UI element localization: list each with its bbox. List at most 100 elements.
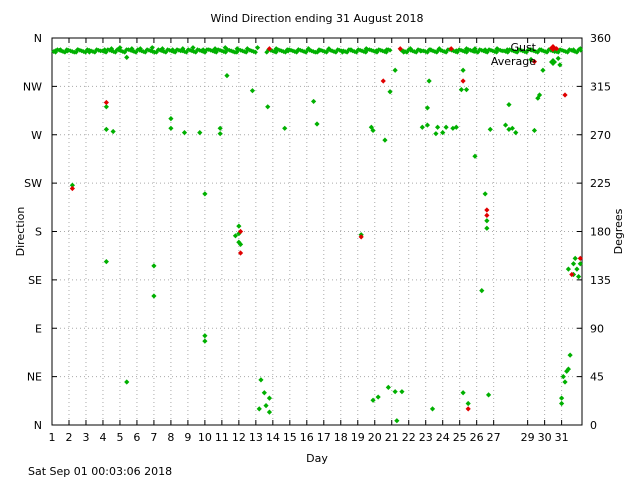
average-point bbox=[142, 49, 148, 55]
y-tick-label-left: N bbox=[34, 419, 42, 432]
gust-point bbox=[465, 406, 471, 412]
gust-point bbox=[237, 228, 244, 235]
average-point bbox=[155, 47, 161, 53]
average-point bbox=[190, 45, 196, 51]
average-point bbox=[463, 87, 470, 93]
average-point bbox=[424, 122, 431, 128]
average-point bbox=[81, 49, 86, 54]
x-tick-label: 21 bbox=[385, 431, 399, 444]
x-tick-label: 2 bbox=[65, 431, 72, 444]
average-point bbox=[469, 48, 475, 54]
average-point bbox=[531, 127, 538, 134]
average-point bbox=[559, 400, 565, 407]
average-point bbox=[176, 47, 182, 53]
average-point bbox=[484, 218, 490, 224]
average-point bbox=[213, 49, 219, 55]
average-point bbox=[139, 48, 144, 54]
x-tick-label: 30 bbox=[538, 431, 552, 444]
average-point bbox=[426, 78, 432, 84]
average-point bbox=[387, 89, 393, 95]
gust-point bbox=[484, 212, 490, 218]
x-tick-label: 11 bbox=[215, 431, 229, 444]
average-point bbox=[202, 338, 208, 344]
y-tick-label-left: E bbox=[35, 322, 42, 335]
average-point bbox=[110, 128, 116, 135]
average-point bbox=[453, 124, 459, 130]
average-point bbox=[424, 105, 431, 111]
x-tick-label: 9 bbox=[184, 431, 191, 444]
average-point bbox=[404, 49, 410, 55]
average-point bbox=[487, 126, 493, 132]
average-point bbox=[103, 104, 109, 110]
average-point bbox=[254, 45, 261, 51]
average-point bbox=[66, 47, 72, 53]
x-tick-label: 25 bbox=[453, 431, 467, 444]
average-point bbox=[399, 389, 405, 395]
average-point bbox=[151, 263, 157, 269]
average-point bbox=[570, 261, 577, 267]
average-point bbox=[557, 62, 563, 68]
y-tick-label-right: 0 bbox=[590, 419, 597, 432]
average-point bbox=[402, 49, 408, 54]
average-point bbox=[574, 266, 580, 272]
average-point bbox=[333, 49, 339, 55]
average-point bbox=[258, 377, 264, 383]
average-point bbox=[329, 48, 335, 54]
x-tick-label: 16 bbox=[300, 431, 314, 444]
legend-swatch-gust bbox=[549, 44, 557, 52]
average-point bbox=[101, 49, 107, 54]
average-point bbox=[540, 67, 546, 73]
average-point bbox=[62, 49, 68, 55]
average-point bbox=[324, 49, 329, 55]
average-point bbox=[266, 395, 273, 401]
average-point bbox=[479, 288, 485, 294]
average-point bbox=[282, 125, 288, 131]
y-axis-label-left: Direction bbox=[14, 207, 27, 257]
y-tick-label-right: 180 bbox=[590, 226, 611, 239]
average-point bbox=[458, 87, 464, 93]
average-point bbox=[249, 88, 256, 94]
x-tick-label: 20 bbox=[368, 431, 382, 444]
average-point bbox=[460, 390, 466, 396]
average-point bbox=[370, 397, 376, 403]
y-tick-label-right: 360 bbox=[590, 32, 611, 45]
legend-label-gust: Gust bbox=[510, 41, 536, 54]
average-point bbox=[502, 122, 509, 128]
average-point bbox=[560, 374, 566, 380]
average-point bbox=[249, 48, 255, 54]
average-point bbox=[536, 92, 543, 98]
average-point bbox=[481, 48, 486, 54]
average-point bbox=[263, 403, 269, 409]
average-point bbox=[509, 125, 515, 131]
average-point bbox=[370, 127, 376, 134]
gust-point bbox=[266, 46, 273, 52]
average-point bbox=[562, 379, 568, 385]
average-point bbox=[265, 104, 271, 110]
average-point bbox=[120, 49, 126, 54]
average-point bbox=[69, 182, 75, 188]
average-point bbox=[149, 45, 155, 51]
average-point bbox=[253, 49, 258, 55]
average-point bbox=[477, 47, 483, 53]
average-point bbox=[202, 191, 208, 197]
average-point bbox=[118, 48, 124, 54]
x-tick-label: 24 bbox=[436, 431, 450, 444]
x-tick-label: 31 bbox=[555, 431, 569, 444]
average-point bbox=[237, 241, 244, 247]
x-tick-label: 29 bbox=[521, 431, 535, 444]
gust-point bbox=[103, 99, 109, 106]
average-point bbox=[433, 131, 439, 137]
average-point bbox=[472, 153, 478, 159]
average-point bbox=[197, 47, 202, 53]
average-point bbox=[375, 394, 381, 400]
y-tick-label-left: NW bbox=[23, 80, 42, 93]
average-point bbox=[331, 49, 337, 54]
x-tick-label: 5 bbox=[116, 431, 123, 444]
average-point bbox=[576, 274, 582, 280]
x-tick-label: 7 bbox=[150, 431, 157, 444]
x-tick-label: 10 bbox=[198, 431, 212, 444]
average-point bbox=[435, 124, 441, 130]
average-point bbox=[410, 48, 415, 54]
x-tick-label: 8 bbox=[167, 431, 174, 444]
gust-point bbox=[397, 46, 403, 52]
